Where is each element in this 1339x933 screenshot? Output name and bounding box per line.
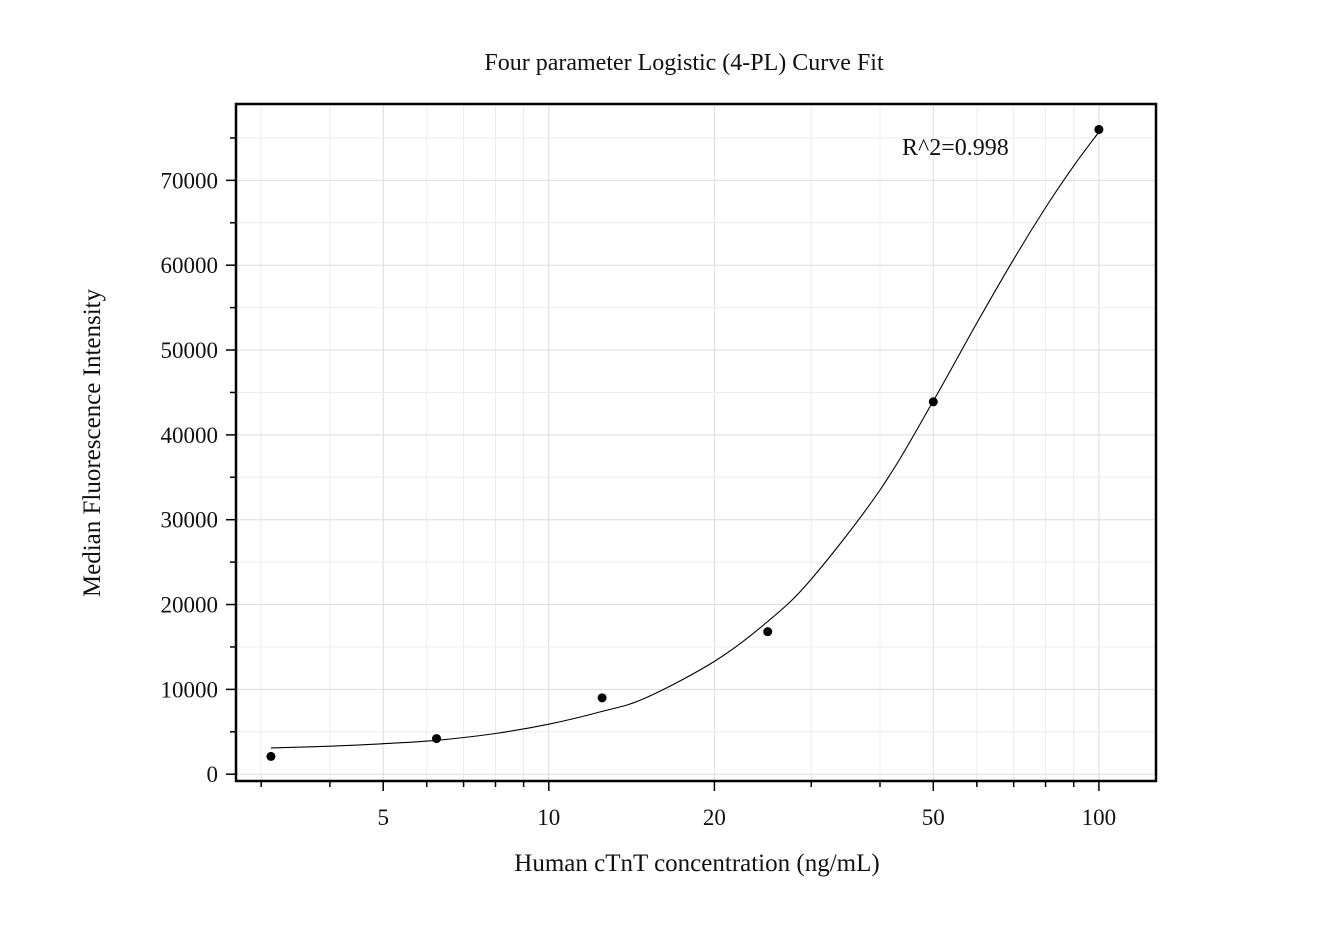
fit-curve	[270, 131, 1100, 749]
y-tick-label: 30000	[161, 508, 219, 533]
x-tick-label: 10	[537, 805, 560, 830]
y-tick-label: 10000	[161, 677, 219, 702]
grid	[236, 104, 1156, 781]
axis-ticks	[226, 137, 1100, 791]
data-points	[266, 124, 1104, 761]
chart-title: Four parameter Logistic (4-PL) Curve Fit	[484, 50, 884, 76]
x-tick-label: 5	[377, 805, 389, 830]
y-tick-label: 70000	[161, 168, 219, 193]
data-point	[928, 397, 938, 407]
plot-frame	[234, 102, 1158, 783]
x-tick-labels: 5 10 20 50 100	[377, 805, 1116, 830]
x-tick-label: 100	[1082, 805, 1117, 830]
y-tick-label: 0	[207, 762, 219, 787]
y-tick-label: 50000	[161, 338, 219, 363]
x-tick-label: 20	[703, 805, 726, 830]
data-point	[432, 734, 442, 744]
y-tick-label: 60000	[161, 253, 219, 278]
data-point	[1094, 124, 1104, 134]
x-axis-label: Human cTnT concentration (ng/mL)	[514, 850, 879, 877]
y-tick-label: 20000	[161, 593, 219, 618]
y-tick-label: 40000	[161, 423, 219, 448]
y-tick-labels: 0 10000 20000 30000 40000 50000 60000 70000	[161, 168, 219, 787]
data-point	[266, 751, 276, 761]
x-tick-label: 50	[922, 805, 945, 830]
data-point	[763, 627, 773, 637]
y-axis-label: Median Fluorescence Intensity	[79, 288, 106, 597]
r-squared-annotation: R^2=0.998	[902, 135, 1009, 161]
data-point	[597, 693, 607, 703]
